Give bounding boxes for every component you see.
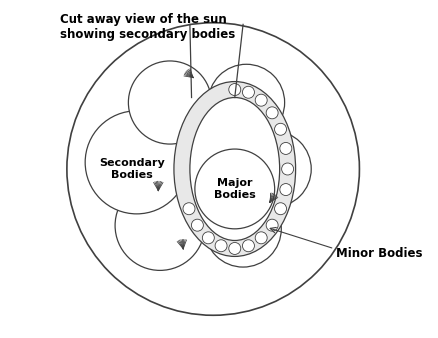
Circle shape	[191, 219, 203, 231]
Text: Major
Bodies: Major Bodies	[213, 178, 255, 200]
Circle shape	[228, 83, 240, 96]
Ellipse shape	[190, 98, 279, 240]
Circle shape	[183, 203, 194, 215]
Circle shape	[85, 111, 188, 214]
Circle shape	[274, 123, 286, 135]
Circle shape	[67, 23, 359, 315]
Circle shape	[234, 131, 311, 207]
Circle shape	[194, 149, 274, 229]
Circle shape	[274, 203, 286, 215]
Text: Minor Bodies: Minor Bodies	[336, 247, 422, 260]
Circle shape	[279, 142, 291, 154]
Circle shape	[265, 219, 278, 231]
Circle shape	[254, 94, 267, 106]
Circle shape	[128, 61, 211, 144]
Text: Secondary
Bodies: Secondary Bodies	[99, 158, 164, 180]
Circle shape	[215, 240, 226, 252]
Circle shape	[115, 180, 205, 270]
Circle shape	[254, 232, 267, 244]
Circle shape	[208, 64, 284, 141]
Ellipse shape	[173, 81, 295, 257]
Text: Cut away view of the sun
showing secondary bodies: Cut away view of the sun showing seconda…	[60, 13, 235, 41]
Circle shape	[242, 240, 254, 252]
Circle shape	[265, 107, 278, 119]
Circle shape	[205, 191, 281, 267]
Circle shape	[281, 163, 293, 175]
Circle shape	[228, 242, 240, 255]
Circle shape	[202, 232, 214, 244]
Circle shape	[279, 184, 291, 196]
Circle shape	[242, 86, 254, 98]
